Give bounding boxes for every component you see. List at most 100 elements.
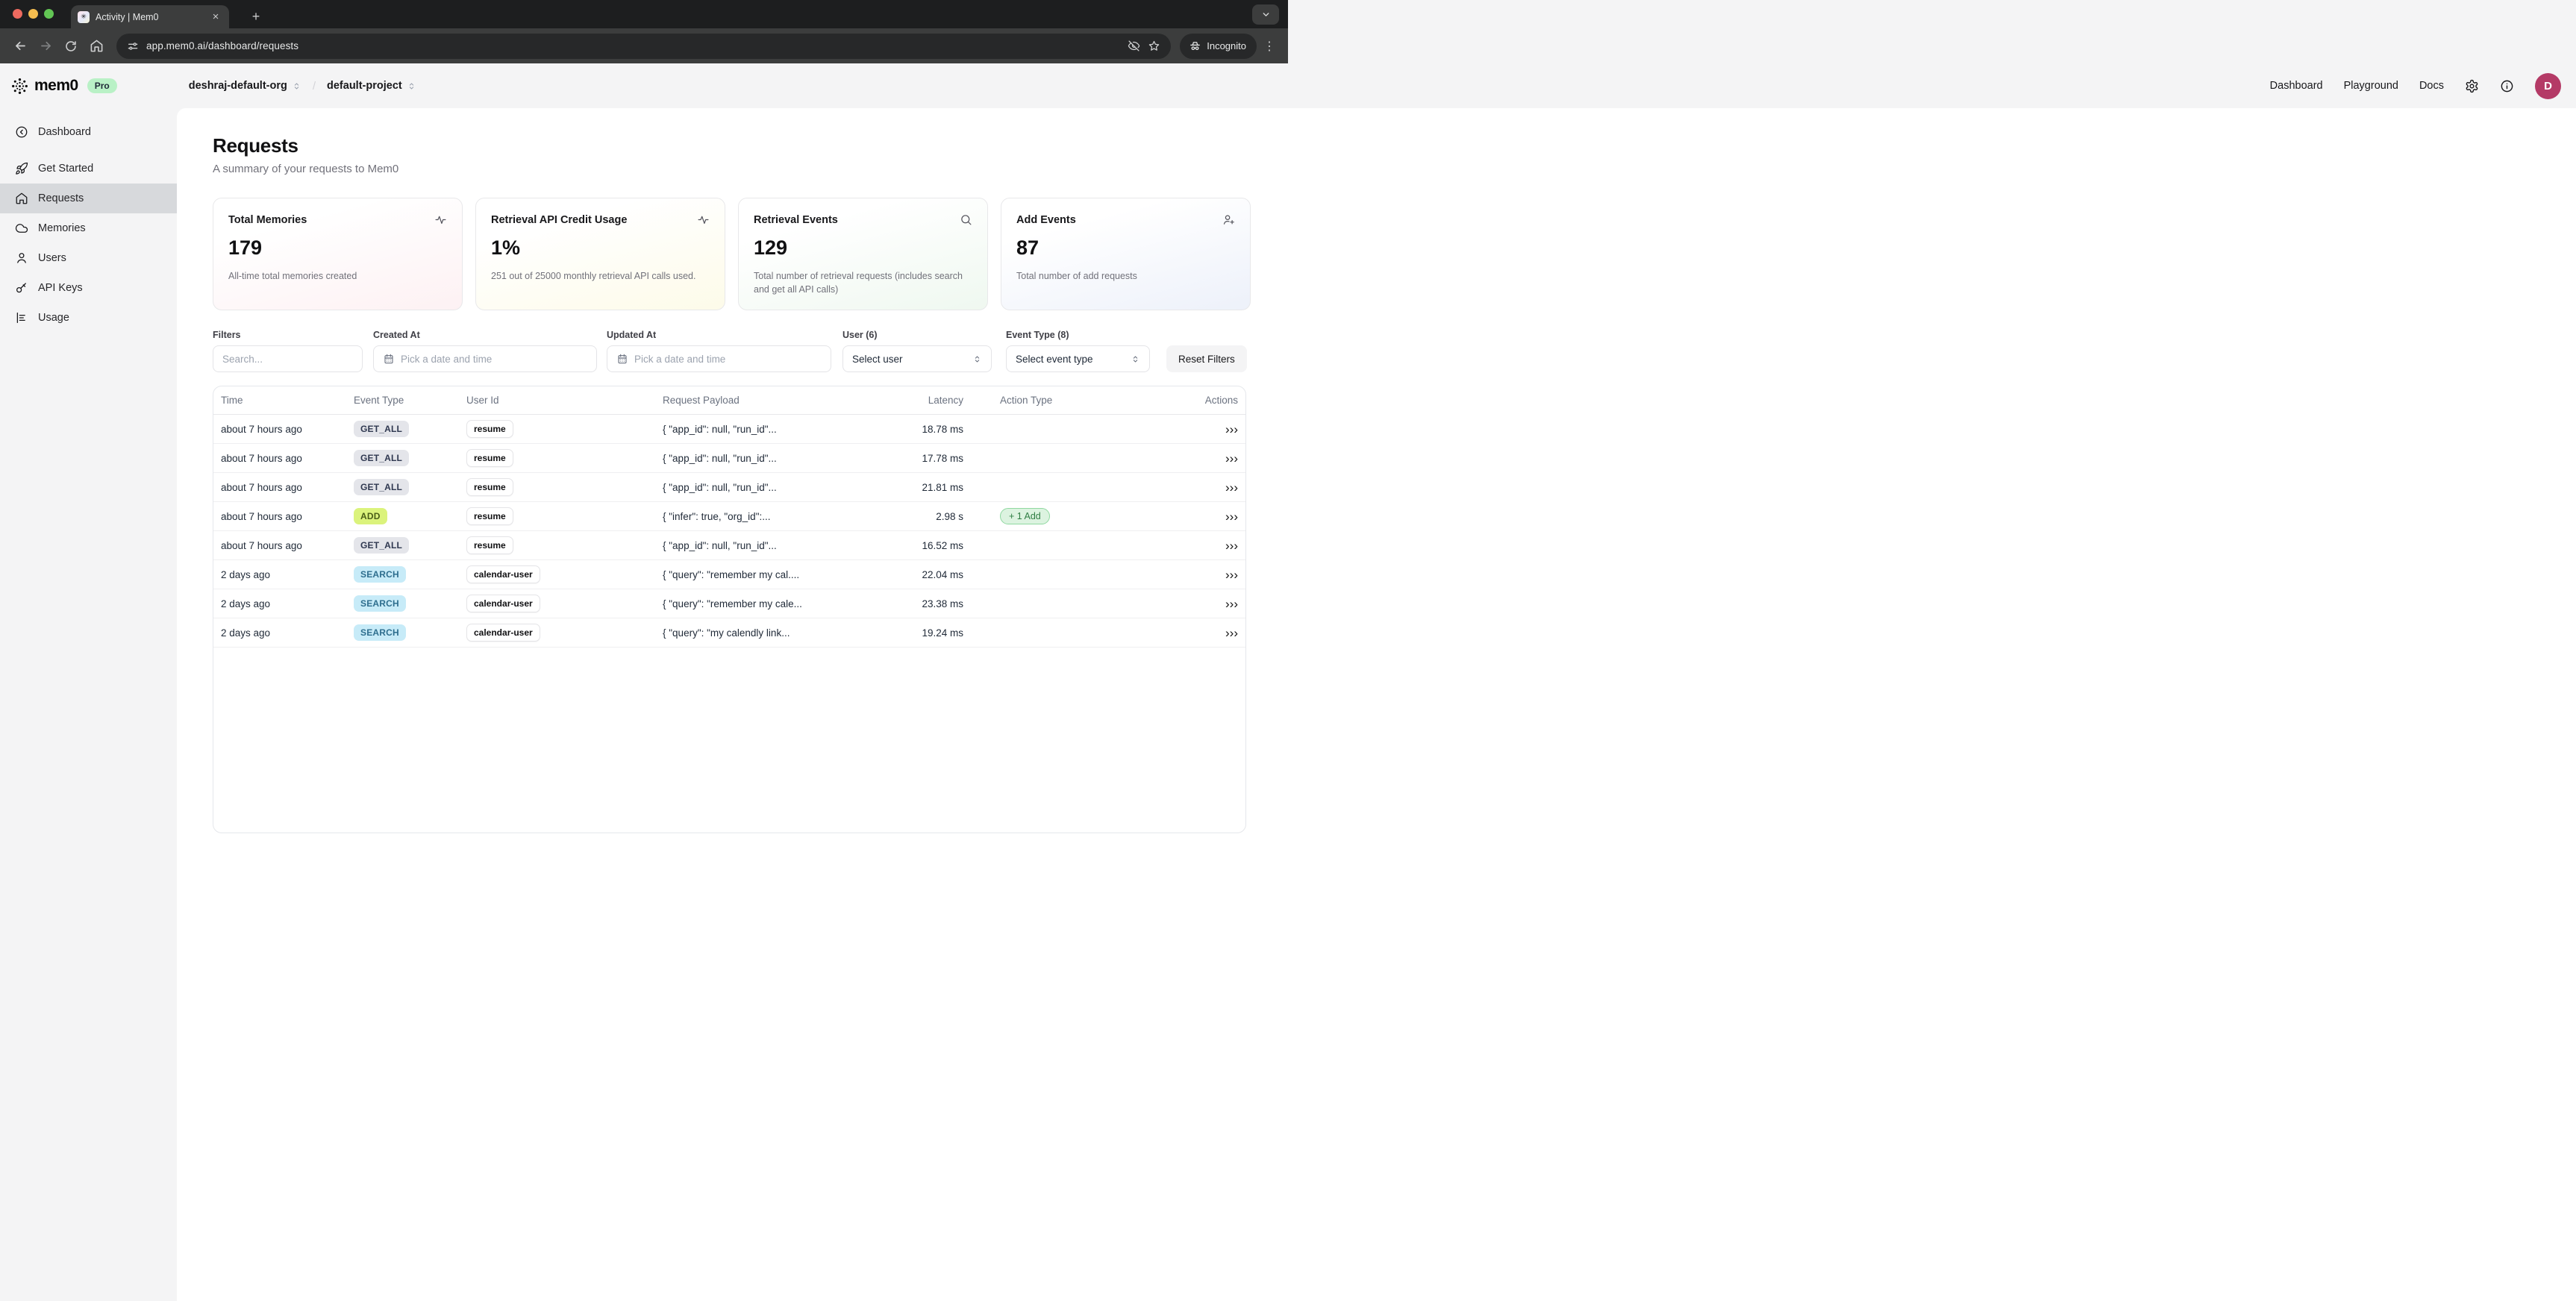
- cell-payload: { "query": "remember my cale...: [663, 598, 802, 609]
- incognito-icon: [1190, 42, 1201, 51]
- nav-link-docs[interactable]: Docs: [2419, 80, 2444, 92]
- stat-description: All-time total memories created: [228, 271, 357, 281]
- info-icon[interactable]: [2500, 79, 2514, 93]
- cell-latency: 17.78 ms: [922, 452, 963, 464]
- back-button[interactable]: [9, 35, 31, 57]
- home-icon: [15, 192, 28, 205]
- user-id-badge: calendar-user: [466, 595, 540, 612]
- table-row: about 7 hours ago GET_ALL resume { "app_…: [213, 444, 1245, 473]
- requests-table: Time Event Type User Id Request Payload …: [213, 386, 1246, 833]
- sidebar-item-label: Dashboard: [38, 126, 91, 138]
- sidebar-item-get-started[interactable]: Get Started: [0, 154, 177, 184]
- cell-latency: 2.98 s: [936, 510, 963, 522]
- event-type-badge: GET_ALL: [354, 421, 410, 437]
- browser-menu-button[interactable]: ⋮: [1263, 40, 1275, 53]
- sidebar-item-label: Requests: [38, 192, 84, 204]
- row-expand-button[interactable]: ›››: [1225, 625, 1238, 640]
- nav-link-dashboard[interactable]: Dashboard: [2269, 80, 2323, 92]
- home-button[interactable]: [85, 35, 107, 57]
- cell-latency: 23.38 ms: [922, 598, 963, 609]
- gear-icon[interactable]: [2465, 79, 2479, 93]
- eye-off-icon[interactable]: [1128, 40, 1140, 52]
- user-id-badge: resume: [466, 507, 513, 525]
- avatar[interactable]: D: [2535, 72, 2561, 99]
- user-id-badge: resume: [466, 478, 513, 496]
- row-expand-button[interactable]: ›››: [1225, 538, 1238, 553]
- row-expand-button[interactable]: ›››: [1225, 567, 1238, 582]
- stat-title: Add Events: [1016, 213, 1076, 226]
- created-at-input[interactable]: [401, 353, 587, 365]
- arrow-right-icon: [40, 41, 51, 51]
- row-expand-button[interactable]: ›››: [1225, 480, 1238, 495]
- sidebar-item-requests[interactable]: Requests: [0, 184, 177, 213]
- user-plus-icon: [1222, 213, 1235, 226]
- created-at-picker[interactable]: [373, 345, 597, 372]
- stat-value: 179: [228, 236, 263, 259]
- main-content: Requests A summary of your requests to M…: [177, 108, 2576, 1301]
- reload-button[interactable]: [60, 35, 82, 57]
- sidebar-item-label: API Keys: [38, 282, 83, 294]
- filters-row: Filters Created At Updated At: [213, 330, 2576, 372]
- sidebar-item-api-keys[interactable]: API Keys: [0, 273, 177, 303]
- stat-description: Total number of retrieval requests (incl…: [754, 271, 963, 295]
- address-bar[interactable]: app.mem0.ai/dashboard/requests: [116, 33, 1172, 59]
- updated-at-input[interactable]: [634, 353, 822, 365]
- new-tab-button[interactable]: +: [251, 8, 260, 24]
- org-selector[interactable]: deshraj-default-org: [189, 80, 301, 92]
- cell-latency: 16.52 ms: [922, 539, 963, 551]
- sidebar-item-dashboard[interactable]: Dashboard: [0, 117, 177, 147]
- org-name: deshraj-default-org: [188, 80, 287, 92]
- sidebar-item-users[interactable]: Users: [0, 243, 177, 273]
- search-icon: [960, 213, 972, 226]
- cell-payload: { "infer": true, "org_id":...: [663, 510, 771, 522]
- tab-close-icon[interactable]: ×: [212, 10, 219, 23]
- project-selector[interactable]: default-project: [327, 80, 416, 92]
- site-settings-icon[interactable]: [127, 40, 139, 52]
- updated-at-picker[interactable]: [607, 345, 831, 372]
- forward-button[interactable]: [34, 35, 57, 57]
- zoom-window-button[interactable]: [44, 9, 54, 19]
- sidebar-item-usage[interactable]: Usage: [0, 303, 177, 333]
- user-select[interactable]: Select user: [842, 345, 992, 372]
- minimize-window-button[interactable]: [28, 9, 38, 19]
- cell-payload: { "app_id": null, "run_id"...: [663, 423, 777, 435]
- reset-filters-button[interactable]: Reset Filters: [1166, 345, 1247, 372]
- window-controls[interactable]: [13, 9, 54, 19]
- breadcrumb: deshraj-default-org / default-project: [189, 80, 416, 93]
- row-expand-button[interactable]: ›››: [1225, 596, 1238, 611]
- mem0-logo[interactable]: mem0 Pro: [11, 77, 117, 95]
- user-id-badge: resume: [466, 420, 513, 438]
- url-text[interactable]: app.mem0.ai/dashboard/requests: [146, 40, 299, 51]
- filters-label: Filters: [213, 330, 241, 340]
- table-row: about 7 hours ago GET_ALL resume { "app_…: [213, 415, 1245, 444]
- row-expand-button[interactable]: ›››: [1225, 421, 1238, 436]
- browser-tab[interactable]: ✳ Activity | Mem0 ×: [71, 5, 229, 28]
- close-window-button[interactable]: [13, 9, 22, 19]
- cloud-icon: [15, 222, 28, 235]
- search-input[interactable]: [222, 353, 353, 365]
- cell-payload: { "app_id": null, "run_id"...: [663, 452, 777, 464]
- nav-link-playground[interactable]: Playground: [2343, 80, 2398, 92]
- user-id-badge: resume: [466, 449, 513, 467]
- cell-latency: 19.24 ms: [922, 627, 963, 639]
- cell-payload: { "app_id": null, "run_id"...: [663, 539, 777, 551]
- stat-description: Total number of add requests: [1016, 271, 1137, 281]
- user-select-value: Select user: [852, 353, 903, 365]
- incognito-label: Incognito: [1207, 40, 1246, 51]
- cell-latency: 18.78 ms: [922, 423, 963, 435]
- browser-toolbar: app.mem0.ai/dashboard/requests Incognito…: [0, 28, 1288, 63]
- created-at-label: Created At: [373, 330, 420, 340]
- row-expand-button[interactable]: ›››: [1225, 509, 1238, 524]
- table-row: about 7 hours ago GET_ALL resume { "app_…: [213, 531, 1245, 560]
- tab-search-chevron-button[interactable]: [1252, 4, 1279, 25]
- chevrons-up-down-icon: [407, 81, 416, 91]
- row-expand-button[interactable]: ›››: [1225, 451, 1238, 465]
- bookmark-star-icon[interactable]: [1148, 40, 1160, 52]
- circle-arrow-left-icon: [15, 125, 28, 139]
- table-body: about 7 hours ago GET_ALL resume { "app_…: [213, 415, 1245, 648]
- sidebar-item-memories[interactable]: Memories: [0, 213, 177, 243]
- event-type-select[interactable]: Select event type: [1006, 345, 1150, 372]
- user-id-badge: calendar-user: [466, 565, 540, 583]
- event-type-filter-label: Event Type (8): [1006, 330, 1069, 340]
- event-type-badge: GET_ALL: [354, 450, 410, 466]
